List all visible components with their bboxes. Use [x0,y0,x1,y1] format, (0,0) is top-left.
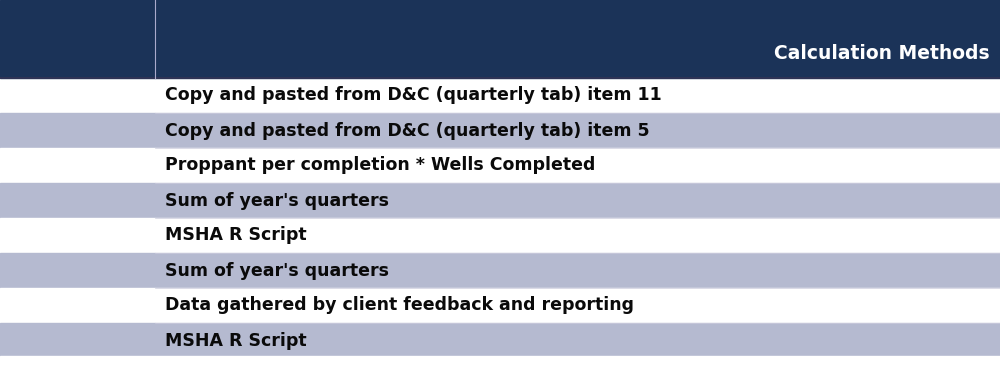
Text: Copy and pasted from D&C (quarterly tab) item 11: Copy and pasted from D&C (quarterly tab)… [165,86,662,105]
Bar [155,0,1000,78]
Text: Proppant per completion * Wells Completed: Proppant per completion * Wells Complete… [165,156,595,174]
Bar [0,183,155,218]
Bar [155,253,1000,288]
Text: MSHA R Script: MSHA R Script [165,226,307,244]
Bar [0,113,155,148]
Text: Sum of year's quarters: Sum of year's quarters [165,191,389,209]
Bar [0,323,155,358]
Bar [0,218,155,253]
Text: Data gathered by client feedback and reporting: Data gathered by client feedback and rep… [165,297,634,315]
Text: Sum of year's quarters: Sum of year's quarters [165,262,389,280]
Bar [155,148,1000,183]
Bar [155,288,1000,323]
Bar [0,253,155,288]
Bar [0,288,155,323]
Bar [155,113,1000,148]
Bar [155,183,1000,218]
Bar [155,323,1000,358]
Text: Calculation Methods: Calculation Methods [774,43,990,63]
Bar [155,218,1000,253]
Bar [0,356,1000,368]
Bar [0,78,155,113]
Bar [155,78,1000,113]
Text: MSHA R Script: MSHA R Script [165,332,307,350]
Bar [0,0,155,78]
Text: Copy and pasted from D&C (quarterly tab) item 5: Copy and pasted from D&C (quarterly tab)… [165,121,650,139]
Bar [0,148,155,183]
